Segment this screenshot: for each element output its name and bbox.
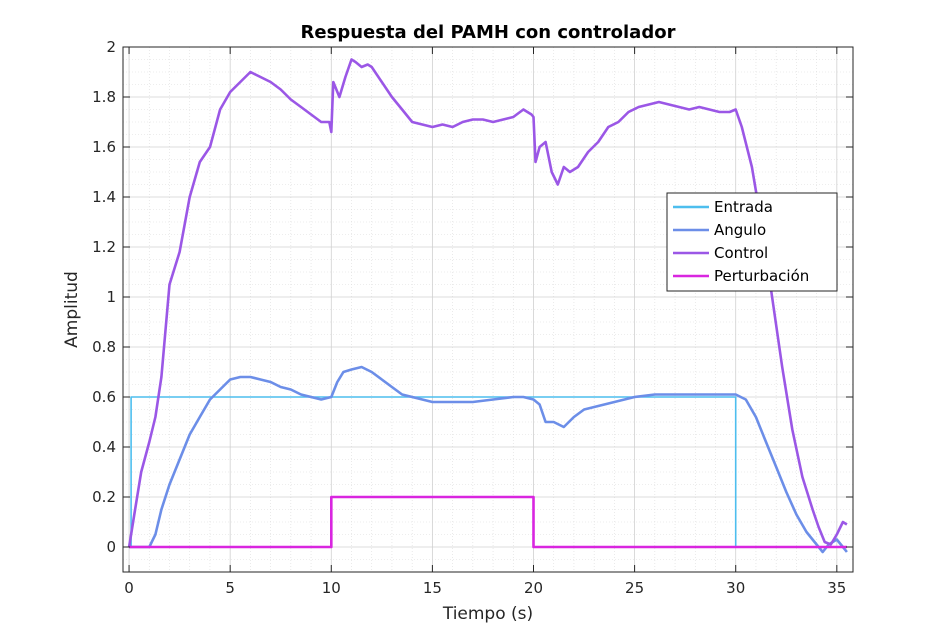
x-tick-label: 0 [124, 579, 134, 597]
legend-entry: Perturbación [714, 267, 809, 285]
legend-entry: Angulo [714, 221, 766, 239]
x-tick-label: 30 [726, 579, 745, 597]
axis-ticks [123, 46, 853, 572]
y-tick-label: 1.2 [92, 238, 116, 256]
y-axis-label: Amplitud [62, 271, 82, 348]
x-tick-label: 20 [524, 579, 543, 597]
series-lines [127, 58, 848, 554]
x-axis-label: Tiempo (s) [442, 604, 533, 624]
legend-entry: Control [714, 244, 768, 262]
y-tick-label: 1 [106, 288, 116, 306]
tick-labels: 0 5 10 15 20 25 30 35 0 0.2 0.4 0.6 0.8 1 1.2 1.4 1.6 1.8… [92, 38, 846, 597]
minor-grid [123, 47, 853, 573]
axes-box [122, 46, 854, 573]
y-tick-label: 1.6 [92, 138, 116, 156]
y-tick-label: 1.4 [92, 188, 116, 206]
x-tick-label: 15 [423, 579, 442, 597]
series-line-control [127, 58, 848, 548]
y-tick-label: 0.8 [92, 338, 116, 356]
y-tick-label: 2 [106, 38, 116, 56]
axes-background [123, 47, 853, 572]
series-line-angulo [129, 365, 848, 554]
x-tick-label: 25 [625, 579, 644, 597]
y-tick-label: 0.6 [92, 388, 116, 406]
legend-entry: Entrada [714, 198, 773, 216]
legend-box [666, 192, 838, 292]
chart-title: Respuesta del PAMH con controlador [301, 22, 676, 43]
y-tick-label: 0 [106, 538, 116, 556]
y-tick-label: 1.8 [92, 88, 116, 106]
x-tick-label: 10 [322, 579, 341, 597]
y-tick-label: 0.2 [92, 488, 116, 506]
series-line-perturbacion [129, 495, 847, 549]
x-tick-label: 5 [225, 579, 235, 597]
legend: Entrada Angulo Control Perturbación [666, 192, 838, 292]
plot-area: 0 5 10 15 20 25 30 35 0 0.2 0.4 0.6 0.8 1 1.2 1.4 1.6 1.8… [92, 38, 854, 597]
y-tick-label: 0.4 [92, 438, 116, 456]
x-tick-label: 35 [827, 579, 846, 597]
